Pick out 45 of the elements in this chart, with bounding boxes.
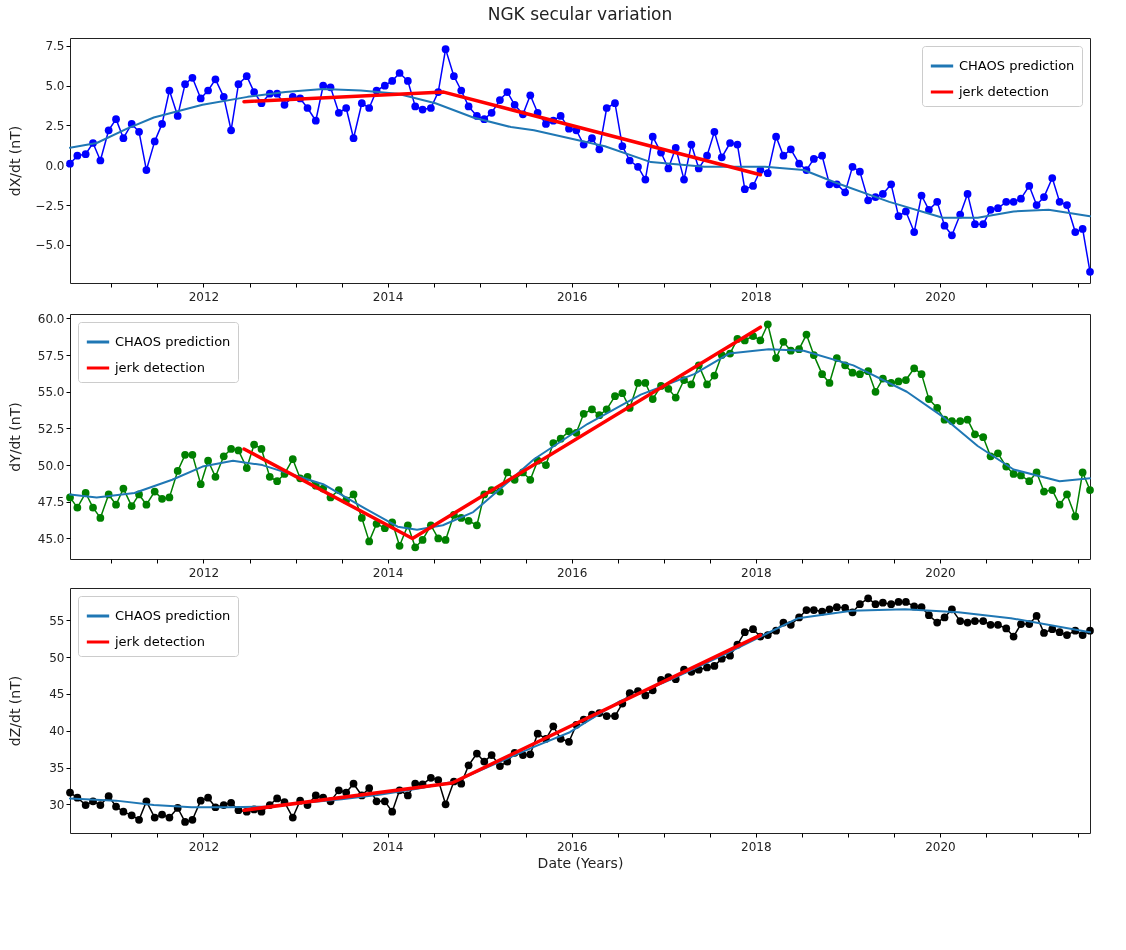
legend-label: jerk detection: [114, 634, 206, 649]
x-tick-label: 2014: [372, 839, 404, 854]
legend-label: CHAOS prediction: [959, 58, 1075, 73]
x-tick-label: 2018: [741, 289, 772, 304]
y-tick-label: −2.5: [35, 198, 65, 213]
x-tick-label: 2020: [925, 839, 956, 854]
x-tick-label: 2020: [925, 565, 956, 580]
x-axis-title: Date (Years): [537, 854, 624, 871]
y-axis-title: dY/dt (nT): [6, 402, 23, 472]
y-tick-label: 52.5: [37, 421, 65, 436]
y-tick-label: 2.5: [45, 119, 65, 133]
y-tick-label: 40: [49, 724, 65, 739]
y-tick-label: 55: [49, 613, 65, 628]
y-tick-label: 7.5: [45, 39, 65, 54]
x-tick-label: 2014: [372, 289, 404, 304]
x-tick-label: 2016: [556, 565, 588, 580]
y-tick-label: 60.0: [37, 311, 65, 326]
y-tick-label: 50: [49, 650, 65, 665]
y-tick-label: 5.0: [45, 79, 65, 94]
x-tick-label: 2016: [556, 839, 588, 854]
y-tick-label: 45: [49, 687, 65, 702]
x-tick-label: 2016: [556, 289, 588, 304]
x-tick-label: 2012: [188, 289, 220, 304]
y-axis-title: dX/dt (nT): [6, 125, 23, 197]
legend-label: CHAOS prediction: [115, 608, 231, 623]
y-tick-label: 55.0: [37, 385, 65, 400]
y-tick-label: 50.0: [37, 458, 65, 473]
x-tick-label: 2020: [925, 289, 956, 304]
y-tick-label: 47.5: [37, 495, 65, 510]
x-tick-label: 2012: [188, 565, 220, 580]
y-tick-label: 35: [49, 761, 65, 776]
y-tick-label: 30: [49, 797, 65, 812]
x-tick-label: 2012: [188, 839, 220, 854]
chart-title: NGK secular variation: [487, 4, 673, 24]
y-tick-label: 57.5: [37, 348, 65, 363]
x-tick-label: 2018: [741, 839, 772, 854]
legend-label: CHAOS prediction: [115, 334, 231, 349]
y-axis-title: dZ/dt (nT): [6, 675, 23, 747]
x-tick-label: 2014: [372, 565, 404, 580]
legend-label: jerk detection: [114, 360, 206, 375]
x-tick-label: 2018: [741, 565, 772, 580]
y-tick-label: 45.0: [37, 531, 65, 546]
y-tick-label: −5.0: [35, 238, 65, 253]
legend-label: jerk detection: [958, 84, 1050, 99]
y-tick-label: 0.0: [45, 158, 65, 173]
